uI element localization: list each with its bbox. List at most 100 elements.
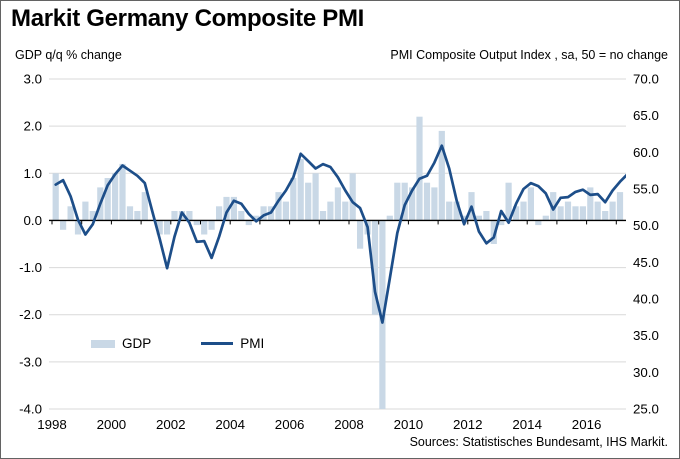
gdp-bar-swatch bbox=[91, 339, 115, 348]
gdp-bar bbox=[550, 192, 557, 221]
gdp-bar bbox=[394, 182, 401, 221]
gdp-bar bbox=[416, 116, 423, 221]
x-axis-tick-label: 2016 bbox=[572, 417, 602, 432]
gdp-bar bbox=[223, 196, 230, 221]
source-note: Sources: Statistisches Bundesamt, IHS Ma… bbox=[409, 435, 668, 449]
left-axis-tick-label: 2.0 bbox=[24, 119, 43, 134]
x-axis-tick-label: 2004 bbox=[215, 417, 245, 432]
gdp-bar bbox=[527, 187, 534, 221]
gdp-bar bbox=[290, 178, 297, 221]
gdp-bar bbox=[119, 163, 126, 221]
right-axis-tick-label: 30.0 bbox=[633, 365, 659, 380]
gdp-bar bbox=[453, 201, 460, 221]
gdp-bar bbox=[616, 192, 624, 221]
gdp-bar bbox=[587, 187, 594, 221]
gdp-bars-series bbox=[52, 116, 624, 409]
pmi-line-swatch bbox=[201, 342, 234, 345]
gdp-bar bbox=[112, 173, 119, 221]
right-axis-tick-label: 65.0 bbox=[633, 108, 659, 123]
gdp-bar bbox=[423, 182, 431, 221]
gdp-bar bbox=[216, 206, 223, 221]
x-axis-tick-label: 2002 bbox=[156, 417, 186, 432]
left-axis-tick-label: 1.0 bbox=[24, 166, 43, 181]
gdp-bar bbox=[572, 206, 579, 221]
gdp-bar bbox=[52, 173, 59, 221]
gdp-bar bbox=[513, 206, 520, 221]
gdp-bar bbox=[520, 201, 527, 221]
x-axis-tick-label: 2014 bbox=[512, 417, 542, 432]
gdp-bar bbox=[141, 192, 148, 221]
left-axis-tick-label: -3.0 bbox=[19, 354, 42, 369]
gdp-bar bbox=[401, 182, 408, 221]
gdp-bar bbox=[245, 220, 252, 226]
gdp-bar bbox=[609, 201, 616, 221]
left-axis-tick-label: -4.0 bbox=[19, 402, 42, 417]
gdp-bar bbox=[67, 206, 74, 221]
gdp-bar bbox=[379, 220, 386, 409]
gdp-bar bbox=[253, 215, 260, 221]
chart-title: Markit Germany Composite PMI bbox=[11, 5, 365, 32]
gdp-bar bbox=[238, 211, 245, 221]
right-axis-tick-label: 45.0 bbox=[633, 255, 659, 270]
gdp-bar bbox=[461, 215, 468, 221]
gdp-bar bbox=[319, 211, 327, 221]
gdp-bar bbox=[305, 182, 312, 221]
x-axis-tick-label: 2012 bbox=[453, 417, 483, 432]
x-axis-tick-label: 2006 bbox=[275, 417, 305, 432]
gdp-bar bbox=[312, 173, 319, 221]
gdp-bar bbox=[171, 211, 178, 221]
gdp-bar bbox=[409, 187, 416, 221]
right-axis-tick-label: 60.0 bbox=[633, 145, 659, 160]
gdp-bar bbox=[60, 220, 67, 230]
left-axis-tick-label: 3.0 bbox=[24, 72, 43, 87]
right-axis-tick-label: 70.0 bbox=[633, 72, 659, 87]
gdp-bar bbox=[334, 187, 341, 221]
pmi-line-series bbox=[54, 144, 626, 324]
gdp-bar bbox=[431, 187, 438, 221]
x-axis-tick-label: 2010 bbox=[394, 417, 424, 432]
gdp-bar bbox=[535, 220, 542, 226]
left-axis-tick-label: -2.0 bbox=[19, 307, 42, 322]
right-axis-tick-label: 40.0 bbox=[633, 292, 659, 307]
x-axis-tick-label: 1998 bbox=[37, 417, 67, 432]
gdp-bar bbox=[483, 211, 490, 221]
right-axis-tick-label: 25.0 bbox=[633, 402, 659, 417]
gdp-bar bbox=[594, 201, 601, 221]
gdp-bar bbox=[371, 220, 379, 315]
gdp-bar bbox=[282, 201, 289, 221]
gdp-bar bbox=[446, 201, 453, 221]
gdp-bar bbox=[602, 211, 609, 221]
right-axis-tick-label: 55.0 bbox=[633, 182, 659, 197]
left-axis-caption: GDP q/q % change bbox=[15, 48, 122, 62]
x-axis-tick-label: 2008 bbox=[334, 417, 364, 432]
left-axis-tick-label: -1.0 bbox=[19, 260, 42, 275]
right-axis-caption: PMI Composite Output Index , sa, 50 = no… bbox=[390, 48, 668, 62]
gdp-bar bbox=[82, 201, 89, 221]
pmi-legend-label: PMI bbox=[240, 336, 265, 351]
x-axis-tick-label: 2000 bbox=[97, 417, 127, 432]
gdp-bar bbox=[134, 211, 141, 221]
gdp-bar bbox=[193, 220, 200, 226]
left-axis-tick-label: 0.0 bbox=[24, 213, 43, 228]
gdp-bar bbox=[208, 220, 215, 230]
gdp-bar bbox=[156, 220, 163, 235]
right-axis-tick-label: 35.0 bbox=[633, 328, 659, 343]
gdp-bar bbox=[357, 220, 364, 249]
right-axis-tick-label: 50.0 bbox=[633, 218, 659, 233]
gdp-bar bbox=[201, 220, 208, 235]
gdp-bar bbox=[126, 206, 134, 221]
gdp-bar bbox=[542, 215, 549, 221]
gdp-bar bbox=[297, 159, 304, 221]
gdp-legend-label: GDP bbox=[122, 336, 152, 351]
gdp-bar bbox=[327, 201, 334, 221]
gdp-bar bbox=[386, 215, 393, 221]
gdp-bar bbox=[438, 130, 445, 221]
gdp-bar bbox=[104, 178, 111, 221]
gdp-bar bbox=[164, 220, 171, 235]
gdp-bar bbox=[475, 215, 482, 221]
gdp-bar bbox=[260, 206, 267, 221]
gdp-bar bbox=[186, 211, 193, 221]
gdp-bar bbox=[74, 220, 82, 235]
